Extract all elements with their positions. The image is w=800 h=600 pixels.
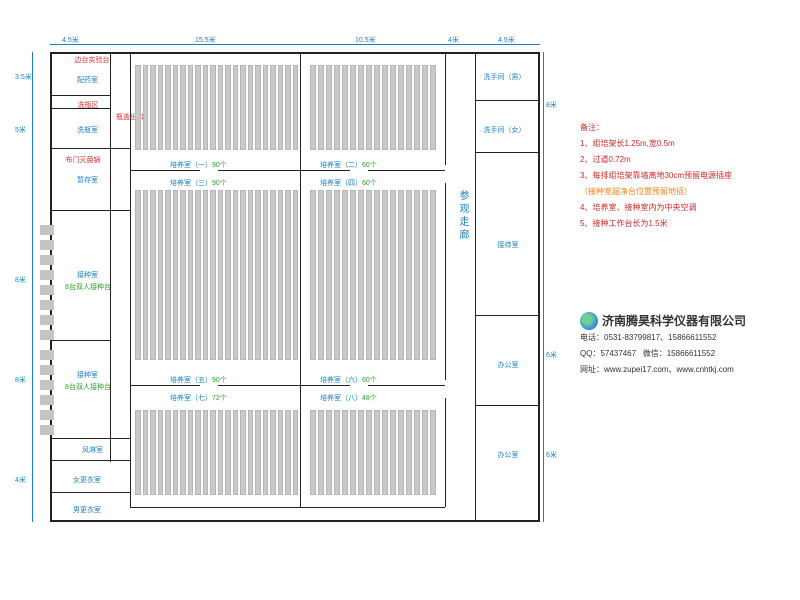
door-corridor-1	[445, 165, 447, 183]
floorplan-canvas: 4.5米 15.5米 10.5米 4米 4.5米 3.5米 5米 8米 8米 4…	[10, 30, 560, 550]
note-line: 1、组培架长1.25m,宽0.5m	[580, 136, 790, 152]
wall-r2	[475, 152, 540, 153]
room-label: 暂存室	[65, 175, 110, 185]
room-label: 洗手间（女）	[482, 125, 527, 135]
wall-culture-mid-v	[300, 52, 301, 507]
culture-room-label: 培养室（六）60个	[320, 375, 420, 385]
dim-left-5: 8米	[15, 375, 26, 385]
inoculation-bench	[40, 425, 54, 435]
rack-block	[135, 65, 298, 150]
room-label: 洗瓶室	[65, 125, 110, 135]
inoculation-bench	[40, 240, 54, 250]
inoculation-bench	[40, 365, 54, 375]
inoculation-bench	[40, 395, 54, 405]
culture-room-label: 培养室（五）90个	[170, 375, 270, 385]
wall-main-bottom	[130, 507, 445, 508]
wall-r1	[475, 100, 540, 101]
rack-block	[310, 65, 436, 150]
wall-corridor	[445, 52, 446, 507]
wall-l4	[50, 340, 110, 341]
rack-block	[135, 190, 298, 360]
wall-left-col	[110, 52, 111, 462]
room-label: 洗瓶区	[68, 100, 108, 110]
culture-room-label: 培养室（八）48个	[320, 393, 420, 403]
dim-right-4: 6米	[546, 450, 557, 460]
room-label: 接种室	[65, 270, 110, 280]
dim-left-6: 4米	[15, 475, 26, 485]
wall-l2	[50, 148, 130, 149]
note-line: 4、培养室、接种室内为中央空调	[580, 200, 790, 216]
dim-line-top	[50, 44, 540, 45]
dim-line-right	[543, 52, 544, 522]
qq-row: QQ：57437467 微信：15866611552	[580, 346, 790, 362]
notes-block: 备注： 1、组培架长1.25m,宽0.5m2、过道0.72m3、每排组培架靠墙离…	[580, 120, 790, 232]
logo-icon	[580, 312, 598, 330]
room-label: 接种室	[65, 370, 110, 380]
wall-l7	[50, 492, 130, 493]
wall-l1	[50, 95, 110, 96]
room-label: 风淋室	[70, 445, 115, 455]
wall-r3	[475, 315, 540, 316]
room-label: 8台双人接种台	[58, 382, 118, 392]
wall-culture-h2	[130, 385, 445, 386]
culture-room-label: 培养室（四）60个	[320, 178, 420, 188]
note-line: 2、过道0.72m	[580, 152, 790, 168]
room-label: 办公室	[488, 360, 528, 370]
company-name: 济南腾昊科学仪器有限公司	[602, 313, 746, 329]
inoculation-bench	[40, 270, 54, 280]
wall-right-col	[475, 52, 476, 522]
dim-right-1: 8米	[546, 100, 557, 110]
company-name-row: 济南腾昊科学仪器有限公司	[580, 312, 790, 330]
corridor-label: 参观走廊	[455, 190, 470, 242]
wall-l5	[50, 438, 130, 439]
culture-room-label: 培养室（一）90个	[170, 160, 270, 170]
right-panel: 备注： 1、组培架长1.25m,宽0.5m2、过道0.72m3、每排组培架靠墙离…	[580, 120, 790, 378]
room-label: 男更衣室	[62, 505, 112, 515]
inoculation-bench	[40, 350, 54, 360]
wall-l3	[50, 210, 130, 211]
wall-r4	[475, 405, 540, 406]
dim-left-1: 3.5米	[15, 72, 32, 82]
phone-row: 电话：0531-83799817、15866611552	[580, 330, 790, 346]
rack-block	[135, 410, 298, 495]
dim-left-4: 8米	[15, 275, 26, 285]
rack-block	[310, 190, 436, 360]
inoculation-bench	[40, 410, 54, 420]
room-label: 洗手间（男）	[482, 72, 527, 82]
dim-line-left	[32, 52, 33, 522]
note-line: （接种室超净台位置预留地插）	[580, 184, 790, 200]
notes-header: 备注：	[580, 120, 790, 136]
room-label: 接待室	[488, 240, 528, 250]
room-label: 女更衣室	[62, 475, 112, 485]
room-label: 办公室	[488, 450, 528, 460]
wall-l8	[110, 460, 130, 461]
note-line: 3、每排组培架靠墙离地30cm预留电源插座	[580, 168, 790, 184]
room-label: 8台双人接种台	[58, 282, 118, 292]
room-label: 布门灭菌锅	[58, 155, 108, 165]
room-label: 配药室	[65, 75, 110, 85]
inoculation-bench	[40, 330, 54, 340]
inoculation-bench	[40, 380, 54, 390]
inoculation-bench	[40, 300, 54, 310]
inoculation-bench	[40, 285, 54, 295]
note-line: 5、接种工作台长为1.5米	[580, 216, 790, 232]
company-block: 济南腾昊科学仪器有限公司 电话：0531-83799817、1586661155…	[580, 312, 790, 378]
web-row: 网址：www.zupei17.com、www.cnhtkj.com	[580, 362, 790, 378]
inoculation-bench	[40, 315, 54, 325]
dim-left-2: 5米	[15, 125, 26, 135]
dim-right-3: 6米	[546, 350, 557, 360]
inoculation-bench	[40, 225, 54, 235]
door-corridor-2	[445, 380, 447, 398]
inoculation-bench	[40, 255, 54, 265]
rack-block	[310, 410, 436, 495]
culture-room-label: 培养室（三）90个	[170, 178, 270, 188]
culture-room-label: 培养室（七）72个	[170, 393, 270, 403]
wall-culture-h1	[130, 170, 445, 171]
culture-room-label: 培养室（二）60个	[320, 160, 420, 170]
room-label: 边台实验台	[62, 55, 122, 65]
